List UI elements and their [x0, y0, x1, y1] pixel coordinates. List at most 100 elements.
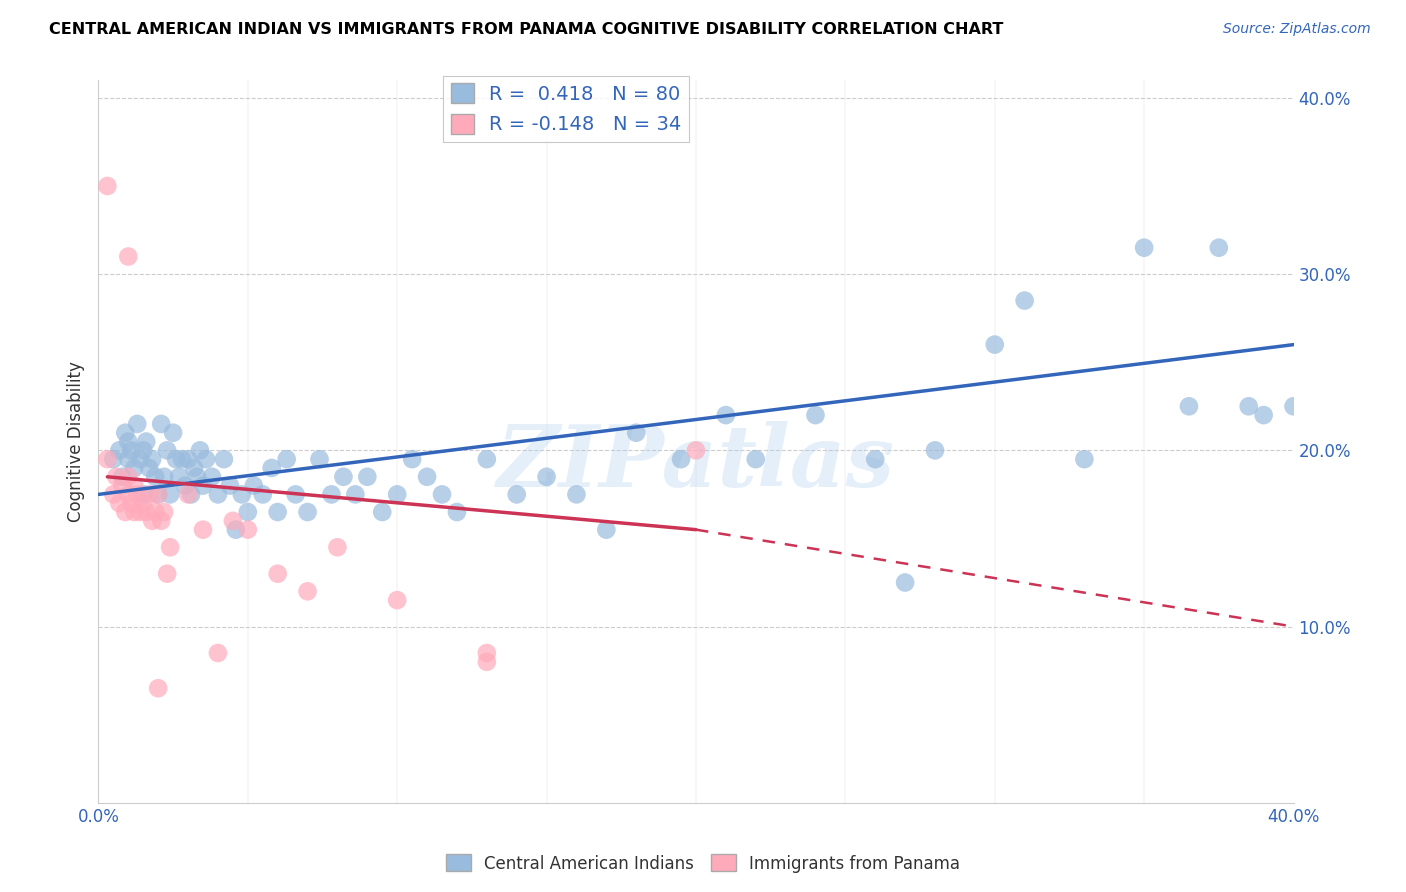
Point — [124, 505, 146, 519]
Point — [344, 487, 367, 501]
Point — [267, 505, 290, 519]
Point — [111, 470, 134, 484]
Point — [356, 470, 378, 484]
Point — [132, 443, 155, 458]
Point — [129, 505, 152, 519]
Point — [135, 505, 157, 519]
Point — [984, 337, 1007, 351]
Point — [191, 523, 214, 537]
Point — [117, 250, 139, 264]
Point — [1133, 241, 1156, 255]
Point — [685, 443, 707, 458]
Point — [225, 523, 247, 537]
Point — [284, 487, 307, 501]
Point — [260, 461, 283, 475]
Point — [207, 487, 229, 501]
Point — [153, 470, 176, 484]
Point — [297, 505, 319, 519]
Point — [148, 681, 170, 696]
Point — [188, 443, 211, 458]
Point — [1253, 408, 1275, 422]
Point — [222, 514, 245, 528]
Point — [321, 487, 343, 501]
Point — [297, 584, 319, 599]
Point — [96, 179, 118, 194]
Point — [236, 523, 259, 537]
Point — [114, 425, 136, 440]
Point — [150, 514, 173, 528]
Point — [143, 505, 166, 519]
Point — [141, 514, 163, 528]
Point — [1014, 293, 1036, 308]
Point — [326, 541, 349, 555]
Point — [714, 408, 737, 422]
Point — [536, 470, 558, 484]
Point — [105, 470, 128, 484]
Point — [865, 452, 887, 467]
Point — [276, 452, 298, 467]
Point — [129, 452, 152, 467]
Point — [159, 487, 181, 501]
Point — [162, 425, 184, 440]
Point — [156, 566, 179, 581]
Point — [385, 487, 409, 501]
Point — [1073, 452, 1095, 467]
Point — [212, 452, 235, 467]
Point — [177, 487, 200, 501]
Point — [1208, 241, 1230, 255]
Point — [127, 417, 149, 431]
Point — [745, 452, 768, 467]
Point — [267, 566, 290, 581]
Text: Source: ZipAtlas.com: Source: ZipAtlas.com — [1223, 22, 1371, 37]
Point — [120, 443, 142, 458]
Point — [1237, 399, 1260, 413]
Point — [669, 452, 692, 467]
Point — [117, 487, 139, 501]
Point — [475, 646, 498, 660]
Point — [595, 523, 617, 537]
Point — [172, 452, 194, 467]
Point — [108, 496, 131, 510]
Point — [148, 487, 170, 501]
Point — [103, 487, 125, 501]
Point — [565, 487, 588, 501]
Text: ZIPatlas: ZIPatlas — [496, 421, 896, 505]
Point — [186, 470, 208, 484]
Point — [153, 505, 176, 519]
Point — [108, 443, 131, 458]
Point — [1178, 399, 1201, 413]
Legend: R =  0.418   N = 80, R = -0.148   N = 34: R = 0.418 N = 80, R = -0.148 N = 34 — [443, 76, 689, 142]
Point — [804, 408, 827, 422]
Point — [475, 655, 498, 669]
Point — [231, 487, 253, 501]
Y-axis label: Cognitive Disability: Cognitive Disability — [66, 361, 84, 522]
Point — [156, 443, 179, 458]
Point — [195, 452, 218, 467]
Point — [401, 452, 423, 467]
Point — [138, 461, 160, 475]
Point — [207, 646, 229, 660]
Point — [371, 505, 394, 519]
Point — [416, 470, 439, 484]
Point — [236, 505, 259, 519]
Point — [132, 496, 155, 510]
Point — [117, 452, 139, 467]
Point — [127, 487, 149, 501]
Point — [138, 487, 160, 501]
Point — [132, 487, 155, 501]
Point — [1282, 399, 1305, 413]
Point — [135, 434, 157, 449]
Point — [446, 505, 468, 519]
Point — [159, 541, 181, 555]
Point — [111, 478, 134, 492]
Point — [180, 487, 202, 501]
Point — [167, 470, 190, 484]
Point — [894, 575, 917, 590]
Legend: Central American Indians, Immigrants from Panama: Central American Indians, Immigrants fro… — [439, 847, 967, 880]
Point — [308, 452, 330, 467]
Point — [183, 461, 205, 475]
Text: CENTRAL AMERICAN INDIAN VS IMMIGRANTS FROM PANAMA COGNITIVE DISABILITY CORRELATI: CENTRAL AMERICAN INDIAN VS IMMIGRANTS FR… — [49, 22, 1004, 37]
Point — [219, 478, 242, 492]
Point — [124, 461, 146, 475]
Point — [191, 478, 214, 492]
